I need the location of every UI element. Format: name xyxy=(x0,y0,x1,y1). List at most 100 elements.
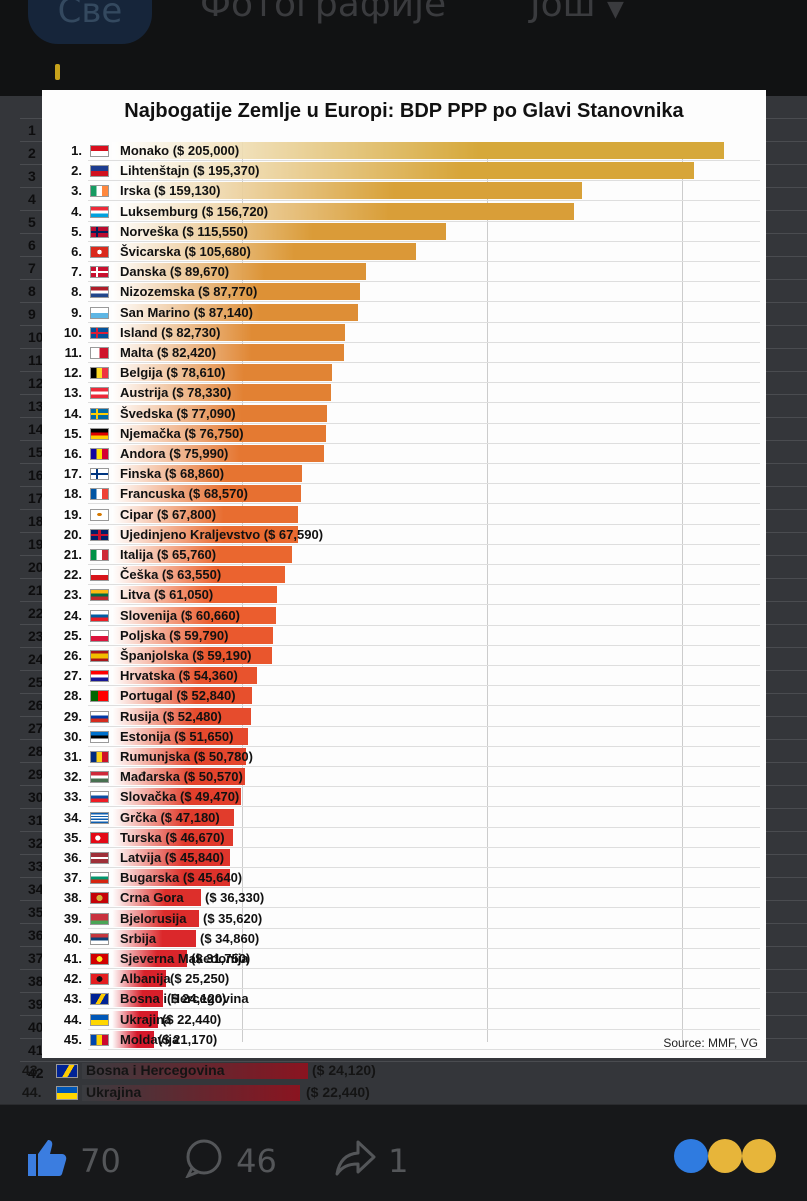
rank-number: 24. xyxy=(63,607,82,623)
bosnia-flag-icon xyxy=(56,1064,78,1078)
row-divider xyxy=(88,564,760,565)
sanmarino-flag-icon xyxy=(90,306,109,319)
data-bar xyxy=(112,788,241,806)
data-bar xyxy=(112,950,187,967)
bar-label: Švedska ($ 77,090) xyxy=(120,405,236,421)
hungary-flag-icon xyxy=(90,771,109,784)
data-bar xyxy=(112,626,273,644)
chart-image[interactable]: Najbogatije Zemlje u Europi: BDP PPP po … xyxy=(42,90,766,1058)
data-bar xyxy=(112,1030,154,1048)
background-row-number: 25 xyxy=(28,674,44,690)
tab-photos[interactable]: Фотографије xyxy=(200,0,447,25)
rank-number: 45. xyxy=(63,1031,82,1047)
greece-flag-icon xyxy=(90,811,109,824)
data-bar xyxy=(112,828,233,846)
haha-reaction-icon[interactable] xyxy=(742,1139,776,1173)
top-tab-bar: Све Фотографије Још ▼ xyxy=(0,0,807,96)
background-row-number: 18 xyxy=(28,513,44,529)
background-amount: ($ 22,440) xyxy=(306,1084,370,1100)
row-divider xyxy=(88,402,760,404)
sad-reaction-icon[interactable] xyxy=(708,1139,742,1173)
row-divider xyxy=(88,887,760,889)
data-bar xyxy=(112,990,163,1008)
rank-number: 20. xyxy=(63,526,82,542)
monaco-flag-icon xyxy=(90,145,109,157)
data-bar xyxy=(112,283,360,301)
comment-button[interactable]: 46 xyxy=(182,1138,277,1180)
data-bar xyxy=(112,1010,158,1028)
thumbs-up-icon xyxy=(28,1140,67,1176)
background-row-number: 40 xyxy=(28,1019,44,1035)
bar-value-label: ($ 36,330) xyxy=(205,890,265,906)
data-bar xyxy=(112,889,201,907)
like-reaction-icon[interactable] xyxy=(674,1139,708,1173)
bar-label: Norveška ($ 115,550) xyxy=(120,223,248,239)
data-bar xyxy=(112,748,246,765)
row-divider xyxy=(88,301,760,303)
bar-label: Bjelorusija xyxy=(120,910,187,926)
background-row-number: 41 xyxy=(28,1042,44,1058)
bar-label: Monako ($ 205,000) xyxy=(120,143,240,158)
bar-label: Bugarska ($ 45,640) xyxy=(120,870,243,886)
like-button[interactable]: 70 xyxy=(26,1138,121,1180)
background-bar xyxy=(82,1063,308,1079)
background-row-number: 31 xyxy=(28,812,44,828)
row-divider xyxy=(88,826,760,828)
rank-number: 32. xyxy=(63,769,82,785)
data-bar xyxy=(112,485,301,503)
row-divider xyxy=(88,220,760,222)
share-button[interactable]: 1 xyxy=(334,1138,409,1180)
background-row-number: 17 xyxy=(28,490,44,506)
rank-number: 11. xyxy=(64,345,82,360)
chart-source: Source: MMF, VG xyxy=(663,1036,758,1050)
background-row-number: 33 xyxy=(28,858,44,874)
bosnia-flag-icon xyxy=(90,993,109,1006)
data-bar xyxy=(112,465,302,483)
data-bar xyxy=(112,869,230,887)
bar-value-label: ($ 35,620) xyxy=(203,910,263,926)
italy-flag-icon xyxy=(90,549,109,561)
rank-number: 35. xyxy=(63,829,82,845)
data-bar xyxy=(112,525,298,543)
rank-number: 29. xyxy=(63,708,82,724)
caret-down-icon: ▼ xyxy=(607,0,624,22)
background-row-number: 29 xyxy=(28,766,44,782)
rank-number: 28. xyxy=(63,688,82,704)
bar-label: Lihtenštajn ($ 195,370) xyxy=(120,163,260,179)
row-divider xyxy=(88,968,760,969)
row-divider xyxy=(88,422,760,424)
tab-all[interactable]: Све xyxy=(28,0,152,44)
data-bar xyxy=(112,606,276,624)
bar-label: Srbija xyxy=(120,930,157,946)
tab-more[interactable]: Још ▼ xyxy=(530,0,624,25)
germany-flag-icon xyxy=(90,427,109,440)
background-amount: ($ 24,120) xyxy=(312,1062,376,1078)
bar-label: Litva ($ 61,050) xyxy=(120,587,214,603)
rank-number: 44. xyxy=(63,1011,82,1027)
data-bar xyxy=(112,909,199,927)
rank-number: 21. xyxy=(63,547,82,562)
background-row-number: 9 xyxy=(28,306,36,322)
turkey-flag-icon xyxy=(90,831,109,844)
rank-number: 6. xyxy=(71,244,82,259)
share-count: 1 xyxy=(388,1142,409,1180)
rank-number: 41. xyxy=(63,951,82,966)
portugal-flag-icon xyxy=(90,690,109,703)
row-divider xyxy=(88,584,760,586)
background-rank: 44. xyxy=(22,1084,42,1100)
bar-label: Ujedinjeno Kraljevstvo ($ 67,590) xyxy=(120,526,324,542)
background-row-number: 39 xyxy=(28,996,44,1012)
rank-number: 2. xyxy=(71,163,82,179)
bar-value-label: ($ 25,250) xyxy=(170,971,230,987)
bar-label: Austrija ($ 78,330) xyxy=(120,385,232,401)
bar-label: Grčka ($ 47,180) xyxy=(120,809,220,825)
background-row-number: 24 xyxy=(28,651,44,667)
bar-label: Turska ($ 46,670) xyxy=(120,829,225,845)
data-bar xyxy=(112,970,166,988)
rank-number: 1. xyxy=(71,143,82,158)
bar-label: San Marino ($ 87,140) xyxy=(120,304,253,320)
row-divider xyxy=(88,503,760,505)
row-divider xyxy=(88,867,760,868)
bar-label: Andora ($ 75,990) xyxy=(120,446,229,461)
belarus-flag-icon xyxy=(90,912,109,925)
